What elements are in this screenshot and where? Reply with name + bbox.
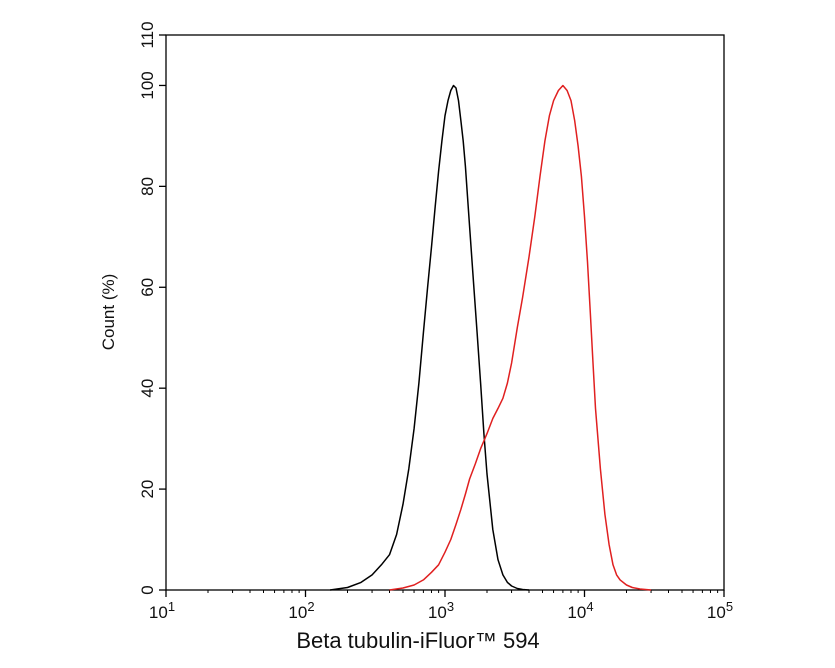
- y-axis-label: Count (%): [99, 274, 118, 351]
- x-axis-label: Beta tubulin-iFluor™ 594: [296, 628, 539, 653]
- x-axis-ticks: 101 102 103 104 105: [149, 590, 733, 622]
- x-tick-label: 101: [149, 599, 175, 622]
- series-line-2: [389, 84, 652, 591]
- x-tick-label: 105: [707, 599, 733, 622]
- y-axis-ticks: 0 20 40 60 80 100 110: [138, 21, 166, 595]
- series-layer: [329, 84, 652, 591]
- y-tick-label: 0: [138, 585, 157, 594]
- x-tick-label: 104: [567, 599, 593, 622]
- y-tick-label: 20: [138, 480, 157, 499]
- y-tick-label: 100: [138, 71, 157, 99]
- series-line-1: [329, 84, 530, 591]
- y-tick-label: 60: [138, 278, 157, 297]
- y-tick-label: 80: [138, 177, 157, 196]
- y-tick-label: 110: [138, 21, 157, 48]
- x-tick-label: 103: [428, 599, 454, 622]
- y-tick-label: 40: [138, 379, 157, 398]
- x-tick-label: 102: [288, 599, 314, 622]
